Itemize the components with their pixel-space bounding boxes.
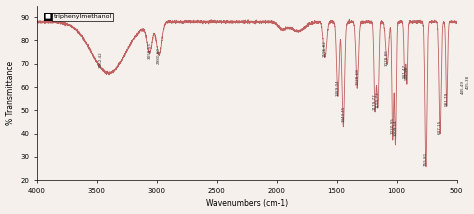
Text: 1030.95: 1030.95 bbox=[391, 117, 395, 134]
Text: ■ triphenylmethanol: ■ triphenylmethanol bbox=[45, 14, 111, 19]
Text: triphenylmethanol: triphenylmethanol bbox=[54, 14, 112, 19]
Text: 1328.68: 1328.68 bbox=[355, 68, 359, 85]
Text: 912.98: 912.98 bbox=[405, 66, 409, 80]
Text: 2980.60: 2980.60 bbox=[157, 47, 161, 64]
Text: 445.49: 445.49 bbox=[461, 80, 465, 94]
Text: 1596.82: 1596.82 bbox=[323, 40, 327, 57]
Text: 1155.73: 1155.73 bbox=[376, 91, 380, 108]
Text: 637.15: 637.15 bbox=[438, 119, 442, 134]
Text: 755.81: 755.81 bbox=[424, 152, 428, 166]
Text: 1009.14: 1009.14 bbox=[393, 119, 398, 136]
Text: 931.47: 931.47 bbox=[403, 64, 407, 78]
X-axis label: Wavenumbers (cm-1): Wavenumbers (cm-1) bbox=[206, 199, 288, 208]
Y-axis label: % Transmittance: % Transmittance bbox=[6, 61, 15, 125]
Text: 581.79: 581.79 bbox=[445, 91, 449, 106]
Text: 1078.86: 1078.86 bbox=[385, 49, 389, 66]
Text: 3462.42: 3462.42 bbox=[99, 52, 103, 68]
Text: 1489.04: 1489.04 bbox=[336, 80, 340, 96]
Text: 1179.77: 1179.77 bbox=[373, 94, 377, 110]
Text: 3059.55: 3059.55 bbox=[147, 42, 152, 59]
Text: 1444.45: 1444.45 bbox=[341, 106, 345, 122]
Text: 405.38: 405.38 bbox=[466, 75, 470, 89]
